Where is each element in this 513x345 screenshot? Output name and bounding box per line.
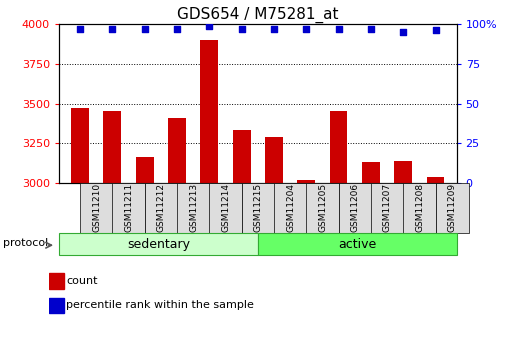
Point — [431, 28, 440, 33]
Point — [76, 26, 84, 32]
Bar — [362, 162, 380, 183]
Bar — [306, 183, 340, 233]
Bar — [49, 273, 64, 289]
Text: GSM11211: GSM11211 — [124, 183, 133, 233]
Bar — [242, 183, 275, 233]
Text: GSM11214: GSM11214 — [222, 183, 230, 233]
Bar — [427, 177, 444, 183]
Text: GSM11204: GSM11204 — [286, 183, 295, 233]
Bar — [80, 183, 113, 233]
Bar — [209, 183, 243, 233]
Bar — [394, 161, 412, 183]
Text: sedentary: sedentary — [127, 238, 190, 250]
Bar — [274, 183, 307, 233]
Bar — [330, 111, 347, 183]
Bar — [201, 40, 218, 183]
Text: active: active — [338, 238, 377, 250]
Point — [141, 26, 149, 32]
Title: GDS654 / M75281_at: GDS654 / M75281_at — [177, 7, 339, 23]
Bar — [265, 137, 283, 183]
Bar — [436, 183, 469, 233]
Bar — [339, 183, 372, 233]
Text: GSM11213: GSM11213 — [189, 183, 198, 233]
Bar — [371, 183, 404, 233]
Bar — [403, 183, 437, 233]
Point — [399, 29, 407, 35]
Point — [173, 26, 181, 32]
Text: protocol: protocol — [3, 238, 48, 248]
Bar — [145, 183, 178, 233]
Bar — [136, 157, 153, 183]
Bar — [168, 118, 186, 183]
Bar — [112, 183, 146, 233]
Text: count: count — [66, 276, 97, 286]
Bar — [59, 233, 258, 255]
Text: GSM11207: GSM11207 — [383, 183, 392, 233]
Bar — [71, 108, 89, 183]
Text: GSM11215: GSM11215 — [254, 183, 263, 233]
Bar — [258, 233, 457, 255]
Text: GSM11210: GSM11210 — [92, 183, 101, 233]
Text: percentile rank within the sample: percentile rank within the sample — [66, 300, 254, 310]
Text: GSM11206: GSM11206 — [351, 183, 360, 233]
Bar — [177, 183, 210, 233]
Point — [108, 26, 116, 32]
Text: GSM11205: GSM11205 — [319, 183, 327, 233]
Text: GSM11208: GSM11208 — [416, 183, 424, 233]
Point — [270, 26, 278, 32]
Bar — [49, 298, 64, 313]
Point — [334, 26, 343, 32]
Point — [367, 26, 375, 32]
Text: GSM11209: GSM11209 — [448, 183, 457, 233]
Point — [302, 26, 310, 32]
Bar — [104, 111, 121, 183]
Point — [205, 23, 213, 29]
Text: GSM11212: GSM11212 — [156, 183, 166, 233]
Bar — [298, 180, 315, 183]
Bar — [233, 130, 250, 183]
Point — [238, 26, 246, 32]
